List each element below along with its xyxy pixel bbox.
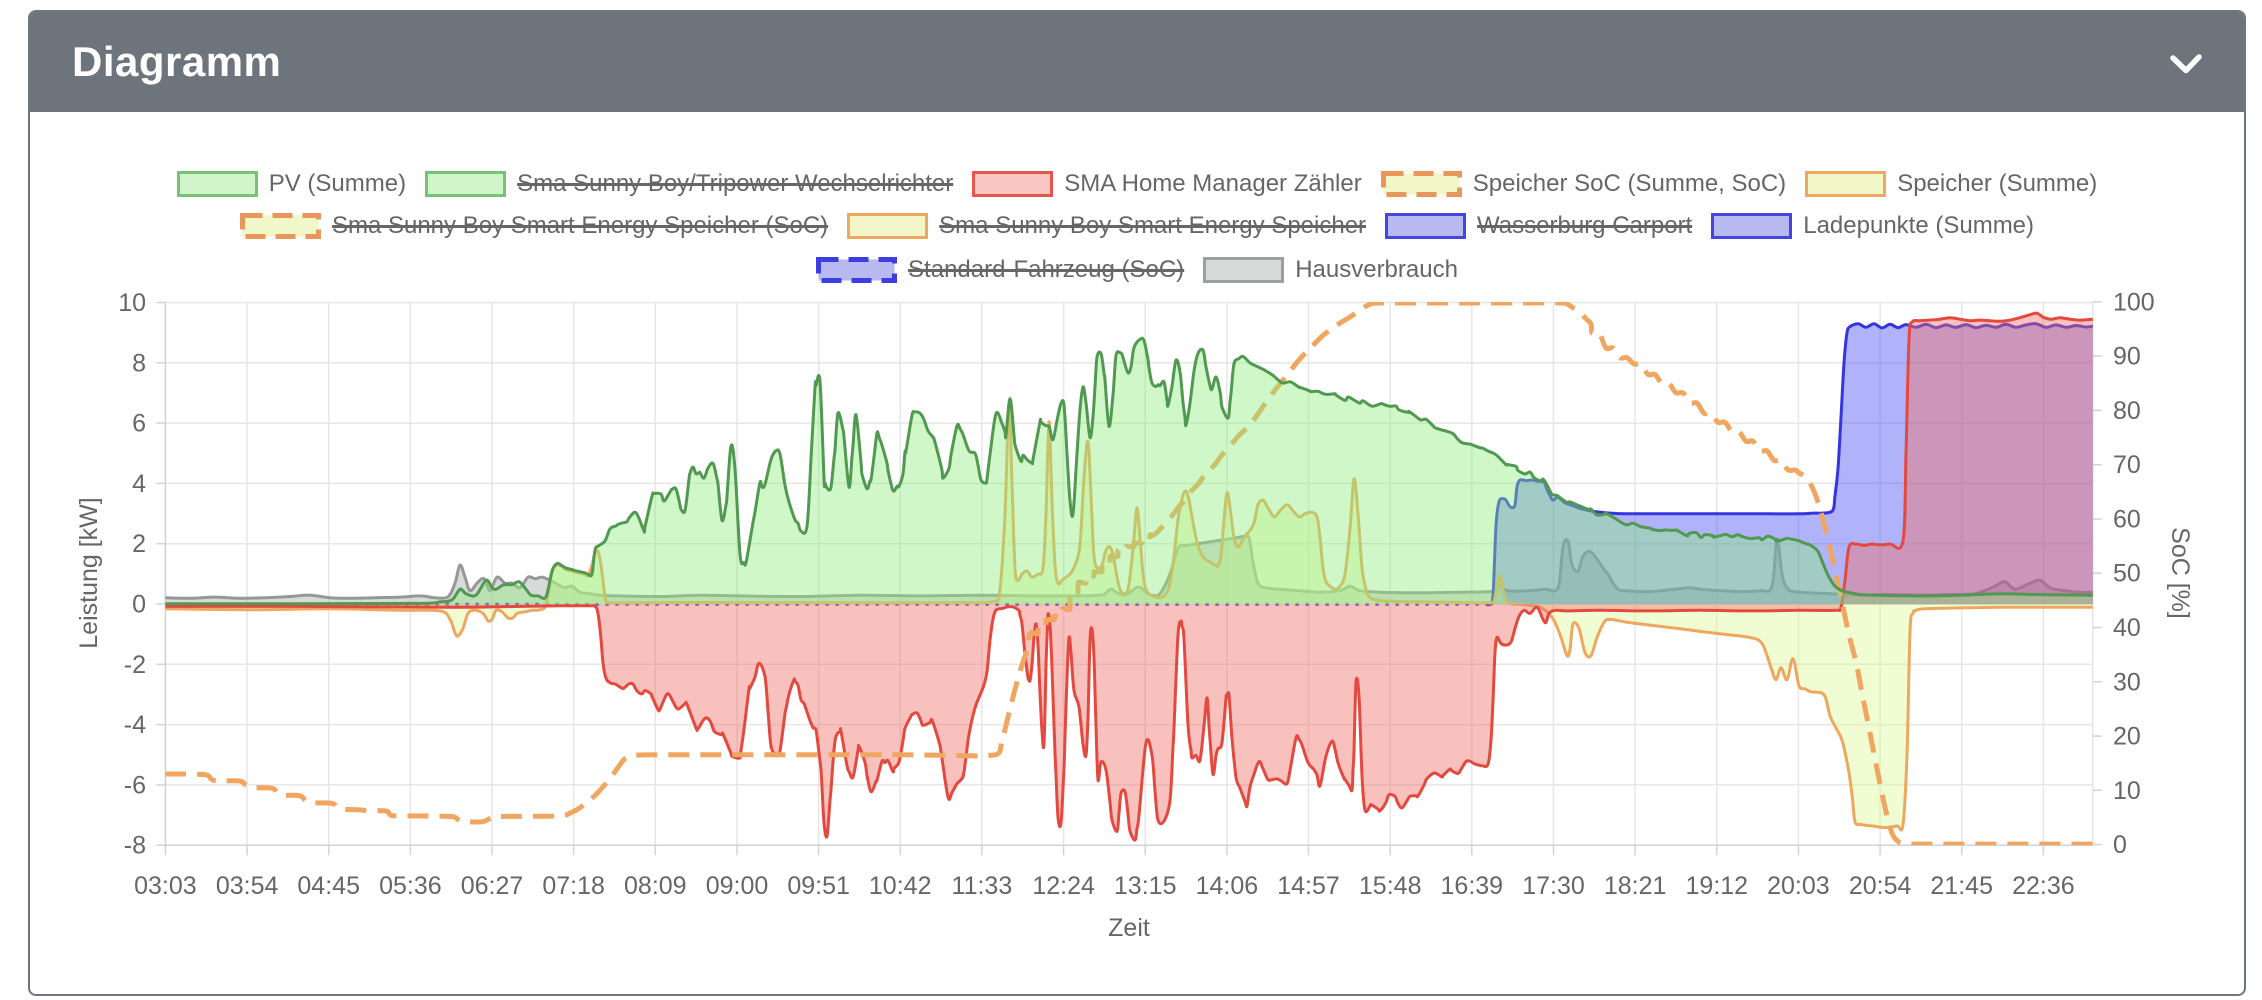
svg-text:03:03: 03:03 (134, 872, 197, 900)
svg-text:04:45: 04:45 (297, 872, 360, 900)
svg-text:18:21: 18:21 (1604, 872, 1667, 900)
svg-text:70: 70 (2113, 451, 2141, 479)
svg-text:30: 30 (2113, 668, 2141, 696)
svg-text:14:57: 14:57 (1277, 872, 1340, 900)
svg-text:17:30: 17:30 (1522, 872, 1585, 900)
svg-text:20: 20 (2113, 723, 2141, 751)
svg-text:16:39: 16:39 (1441, 872, 1504, 900)
svg-text:-2: -2 (124, 651, 146, 679)
svg-text:21:45: 21:45 (1930, 872, 1993, 900)
svg-text:14:06: 14:06 (1196, 872, 1259, 900)
svg-text:100: 100 (2113, 288, 2155, 316)
svg-text:2: 2 (132, 530, 146, 558)
svg-text:6: 6 (132, 410, 146, 438)
svg-text:22:36: 22:36 (2012, 872, 2075, 900)
svg-text:09:00: 09:00 (706, 872, 769, 900)
svg-text:20:03: 20:03 (1767, 872, 1830, 900)
svg-text:10: 10 (2113, 777, 2141, 805)
svg-text:09:51: 09:51 (787, 872, 850, 900)
svg-text:15:48: 15:48 (1359, 872, 1422, 900)
svg-text:07:18: 07:18 (542, 872, 605, 900)
svg-text:Zeit: Zeit (1108, 914, 1150, 942)
svg-text:0: 0 (132, 591, 146, 619)
svg-text:60: 60 (2113, 506, 2141, 534)
svg-text:-6: -6 (124, 771, 146, 799)
svg-text:80: 80 (2113, 397, 2141, 425)
svg-text:12:24: 12:24 (1032, 872, 1095, 900)
svg-text:0: 0 (2113, 831, 2127, 859)
svg-text:19:12: 19:12 (1686, 872, 1749, 900)
svg-text:03:54: 03:54 (216, 872, 279, 900)
svg-text:40: 40 (2113, 614, 2141, 642)
svg-text:-8: -8 (124, 832, 146, 860)
svg-text:50: 50 (2113, 560, 2141, 588)
svg-text:20:54: 20:54 (1849, 872, 1912, 900)
svg-text:10:42: 10:42 (869, 872, 932, 900)
svg-text:8: 8 (132, 349, 146, 377)
svg-text:10: 10 (118, 289, 146, 317)
svg-text:08:09: 08:09 (624, 872, 687, 900)
svg-text:05:36: 05:36 (379, 872, 442, 900)
svg-text:06:27: 06:27 (461, 872, 524, 900)
svg-text:SoC [%]: SoC [%] (2166, 527, 2194, 619)
svg-text:11:33: 11:33 (952, 872, 1013, 900)
svg-text:4: 4 (132, 470, 146, 498)
svg-text:-4: -4 (124, 711, 146, 739)
svg-text:Leistung [kW]: Leistung [kW] (75, 497, 103, 648)
svg-text:90: 90 (2113, 343, 2141, 371)
svg-text:13:15: 13:15 (1114, 872, 1177, 900)
